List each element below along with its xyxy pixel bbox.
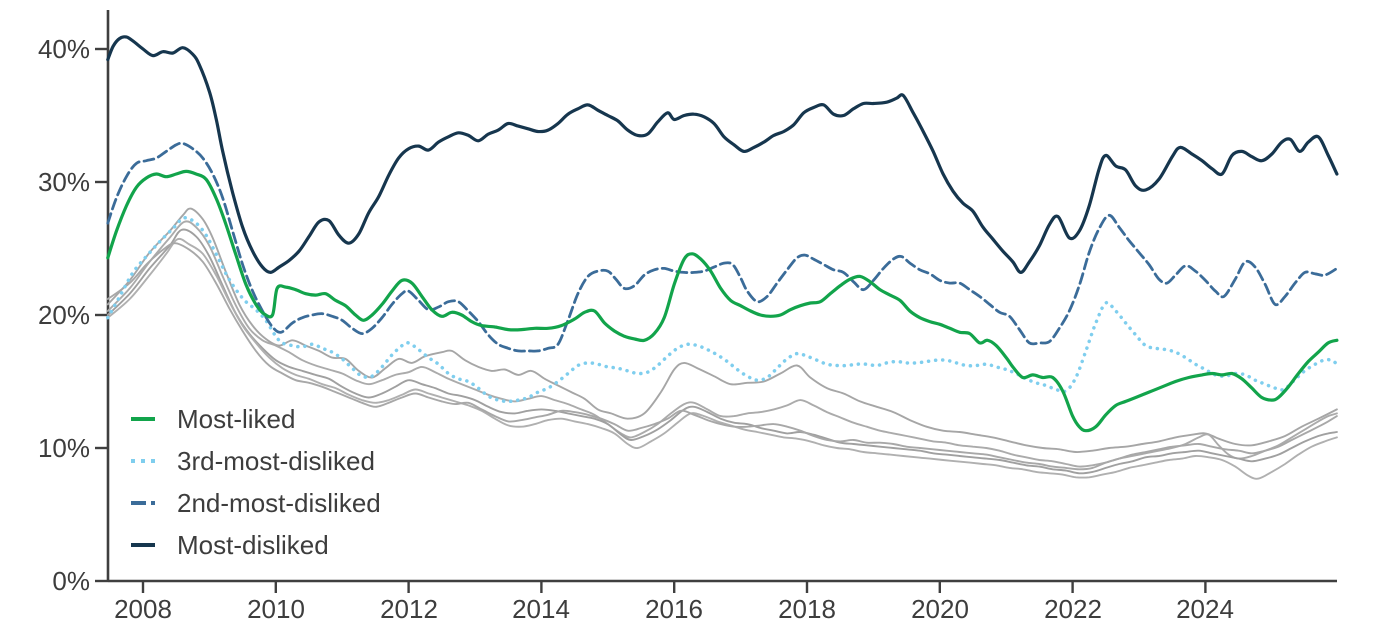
legend-item-2nd-most-disliked: 2nd-most-disliked (131, 482, 381, 524)
series-line-gray-5 (106, 242, 1338, 471)
legend-item-most-liked: Most-liked (131, 398, 381, 440)
y-tick-label-10: 10% (37, 433, 90, 463)
y-tick-label-0: 0% (52, 566, 90, 596)
x-tick-label-2008: 2008 (114, 594, 172, 624)
legend-item-3rd-most-disliked: 3rd-most-disliked (131, 440, 381, 482)
legend-label-3rd-most-disliked: 3rd-most-disliked (177, 445, 375, 476)
most-disliked-line-swatch-icon (131, 543, 155, 547)
series-line-gray-1 (106, 207, 1338, 453)
legend: Most-liked 3rd-most-disliked 2nd-most-di… (131, 398, 381, 566)
series-line-third-most-disliked (106, 216, 1339, 404)
series-line-most-disliked (106, 35, 1339, 274)
series-line-gray-3 (106, 228, 1338, 475)
series-line-second-most-disliked (106, 141, 1339, 353)
x-tick-label-2014: 2014 (512, 594, 570, 624)
legend-label-most-liked: Most-liked (177, 403, 296, 434)
x-tick-label-2010: 2010 (247, 594, 305, 624)
series-line-most-liked (106, 169, 1339, 433)
x-tick-label-2020: 2020 (911, 594, 969, 624)
x-tick-label-2016: 2016 (645, 594, 703, 624)
second-most-disliked-dashed-swatch-icon (131, 501, 155, 505)
most-liked-line-swatch-icon (131, 417, 155, 421)
third-most-disliked-dotted-swatch-icon (131, 459, 155, 463)
series-line-gray-2 (106, 220, 1338, 468)
y-tick-label-30: 30% (37, 167, 90, 197)
x-tick-label-2022: 2022 (1044, 594, 1102, 624)
y-tick-label-40: 40% (37, 34, 90, 64)
legend-label-2nd-most-disliked: 2nd-most-disliked (177, 487, 381, 518)
legend-label-most-disliked: Most-disliked (177, 529, 329, 560)
legend-item-most-disliked: Most-disliked (131, 524, 381, 566)
x-tick-label-2024: 2024 (1176, 594, 1234, 624)
y-tick-label-20: 20% (37, 300, 90, 330)
x-tick-label-2018: 2018 (778, 594, 836, 624)
x-tick-label-2012: 2012 (380, 594, 438, 624)
